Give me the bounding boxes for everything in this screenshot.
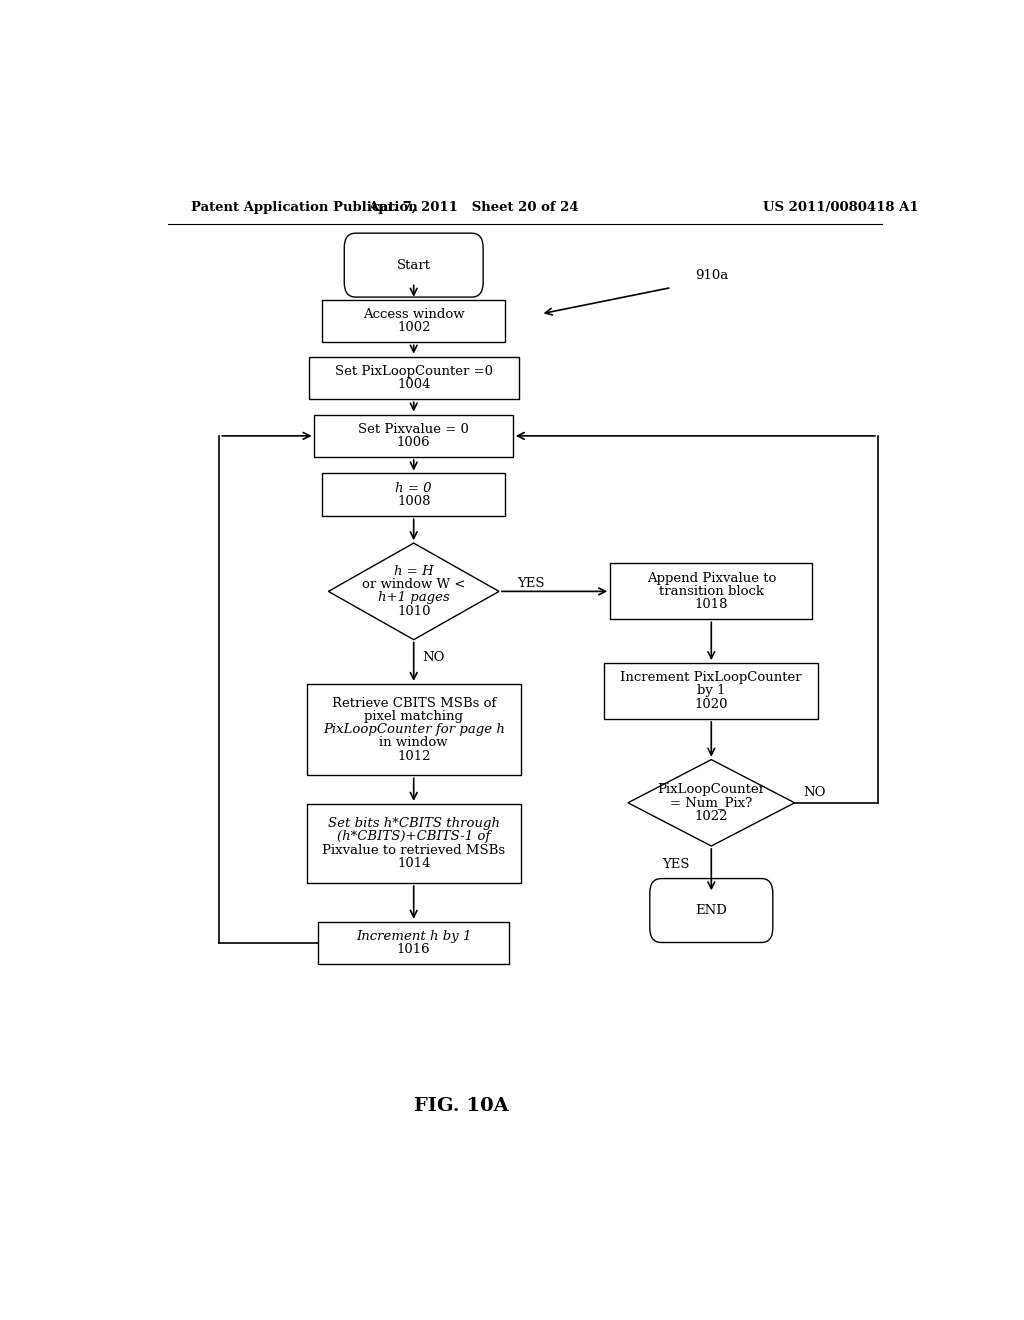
Text: YES: YES xyxy=(662,858,689,871)
Text: Set PixLoopCounter =0: Set PixLoopCounter =0 xyxy=(335,364,493,378)
FancyBboxPatch shape xyxy=(323,474,505,516)
Text: FIG. 10A: FIG. 10A xyxy=(414,1097,509,1114)
Text: 1022: 1022 xyxy=(694,809,728,822)
Text: NO: NO xyxy=(803,787,825,799)
Text: in window: in window xyxy=(379,737,449,750)
Polygon shape xyxy=(329,543,499,640)
Text: h+1 pages: h+1 pages xyxy=(378,591,450,605)
Text: 1004: 1004 xyxy=(397,378,430,391)
FancyBboxPatch shape xyxy=(306,804,521,883)
Text: 1008: 1008 xyxy=(397,495,430,508)
Text: END: END xyxy=(695,904,727,917)
Text: pixel matching: pixel matching xyxy=(365,710,463,723)
Text: transition block: transition block xyxy=(658,585,764,598)
Text: Increment h by 1: Increment h by 1 xyxy=(356,931,471,942)
FancyBboxPatch shape xyxy=(650,879,773,942)
Text: 1010: 1010 xyxy=(397,605,430,618)
FancyBboxPatch shape xyxy=(306,684,521,775)
Text: NO: NO xyxy=(422,652,444,664)
Text: 1020: 1020 xyxy=(694,698,728,710)
Text: or window W <: or window W < xyxy=(361,578,466,591)
Text: PixLoopCounter: PixLoopCounter xyxy=(657,783,765,796)
Text: 1002: 1002 xyxy=(397,321,430,334)
FancyBboxPatch shape xyxy=(308,356,519,399)
Text: (h*CBITS)+CBITS-1 of: (h*CBITS)+CBITS-1 of xyxy=(337,830,490,843)
Text: US 2011/0080418 A1: US 2011/0080418 A1 xyxy=(763,201,919,214)
Text: Append Pixvalue to: Append Pixvalue to xyxy=(646,572,776,585)
Polygon shape xyxy=(628,759,795,846)
Text: 910a: 910a xyxy=(694,269,728,281)
Text: Retrieve CBITS MSBs of: Retrieve CBITS MSBs of xyxy=(332,697,496,710)
Text: 1012: 1012 xyxy=(397,750,430,763)
FancyBboxPatch shape xyxy=(604,663,818,719)
Text: Apr. 7, 2011   Sheet 20 of 24: Apr. 7, 2011 Sheet 20 of 24 xyxy=(368,201,579,214)
Text: 1006: 1006 xyxy=(397,436,430,449)
FancyBboxPatch shape xyxy=(318,921,509,965)
Text: Pixvalue to retrieved MSBs: Pixvalue to retrieved MSBs xyxy=(323,843,505,857)
Text: Start: Start xyxy=(396,259,431,272)
Text: Increment PixLoopCounter: Increment PixLoopCounter xyxy=(621,672,802,684)
Text: Access window: Access window xyxy=(362,308,465,321)
Text: = Num_Pix?: = Num_Pix? xyxy=(670,796,753,809)
Text: YES: YES xyxy=(517,577,545,590)
Text: Set Pixvalue = 0: Set Pixvalue = 0 xyxy=(358,422,469,436)
Text: h = H: h = H xyxy=(394,565,433,578)
Text: Patent Application Publication: Patent Application Publication xyxy=(191,201,418,214)
FancyBboxPatch shape xyxy=(344,234,483,297)
Text: 1018: 1018 xyxy=(694,598,728,611)
FancyBboxPatch shape xyxy=(314,414,513,457)
Text: 1016: 1016 xyxy=(397,944,430,956)
Text: by 1: by 1 xyxy=(697,685,726,697)
Text: Set bits h*CBITS through: Set bits h*CBITS through xyxy=(328,817,500,830)
FancyBboxPatch shape xyxy=(323,300,505,342)
Text: PixLoopCounter for page h: PixLoopCounter for page h xyxy=(323,723,505,737)
Text: h = 0: h = 0 xyxy=(395,482,432,495)
Text: 1014: 1014 xyxy=(397,857,430,870)
FancyBboxPatch shape xyxy=(610,564,812,619)
